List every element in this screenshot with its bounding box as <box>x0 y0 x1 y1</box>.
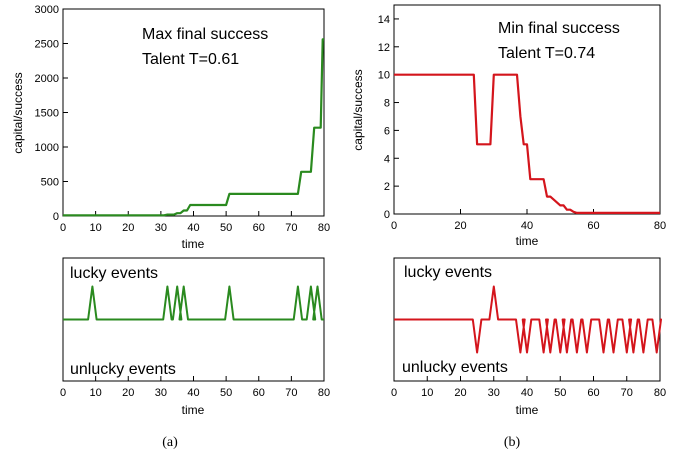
panel-b-bottom-chart: 0 10 20 30 40 50 60 70 80 lucky events unlucky e… <box>391 257 666 417</box>
y-tick-label: 12 <box>378 42 390 54</box>
series-marks <box>394 285 662 354</box>
x-tick-label: 80 <box>318 387 330 399</box>
x-tick-label: 40 <box>521 387 533 399</box>
y-tick-label: 1000 <box>35 142 59 154</box>
series-marks <box>63 285 324 321</box>
x-tick-label: 60 <box>587 220 599 232</box>
x-tick-label: 60 <box>587 387 599 399</box>
panel-b-top-chart: 0 20 40 60 80 0 2 4 6 8 10 12 14 Min final success T… <box>351 4 666 248</box>
y-axis-label: capital/success <box>11 72 25 153</box>
y-tick-label: 500 <box>41 177 59 189</box>
x-tick-label: 0 <box>60 222 66 234</box>
x-tick-label: 60 <box>253 387 265 399</box>
x-tick-label: 10 <box>90 387 102 399</box>
y-tick-label: 0 <box>384 209 390 221</box>
x-tick-label: 20 <box>454 387 466 399</box>
annotation-talent: Talent T=0.61 <box>142 51 239 68</box>
x-tick-label: 40 <box>187 387 199 399</box>
x-tick-label: 30 <box>488 387 500 399</box>
x-tick-label: 70 <box>285 222 297 234</box>
y-tick-label: 0 <box>53 211 59 223</box>
x-tick-label: 10 <box>90 222 102 234</box>
annotation-title: Max final success <box>142 26 268 43</box>
annotation-lucky: lucky events <box>404 264 492 281</box>
x-tick-label: 50 <box>220 222 232 234</box>
y-tick-label: 14 <box>378 14 390 26</box>
y-tick-label: 10 <box>378 70 390 82</box>
x-tick-label: 20 <box>122 387 134 399</box>
panel-a-top-chart: 0 10 20 30 40 50 60 70 80 0 500 1000 1500 2000 2500 300… <box>11 4 330 251</box>
x-axis-label: time <box>516 403 539 417</box>
x-tick-label: 80 <box>654 220 666 232</box>
y-axis-label: capital/success <box>351 69 365 150</box>
caption-a: (a) <box>162 435 178 450</box>
y-tick-label: 1500 <box>35 108 59 120</box>
x-tick-label: 40 <box>187 222 199 234</box>
series-line-capital <box>63 38 324 217</box>
y-tick-label: 6 <box>384 125 390 137</box>
x-tick-label: 50 <box>554 387 566 399</box>
axis-ticks: 0 10 20 30 40 50 60 70 80 <box>391 376 666 399</box>
y-tick-label: 2 <box>384 181 390 193</box>
y-tick-label: 4 <box>384 153 390 165</box>
x-tick-label: 0 <box>60 387 66 399</box>
series-marks <box>63 38 324 217</box>
x-tick-label: 60 <box>253 222 265 234</box>
y-tick-label: 2000 <box>35 73 59 85</box>
annotation-unlucky: unlucky events <box>70 361 176 378</box>
annotation-unlucky: unlucky events <box>402 359 508 376</box>
x-tick-label: 40 <box>521 220 533 232</box>
x-tick-label: 20 <box>454 220 466 232</box>
caption-b: (b) <box>504 435 521 450</box>
x-tick-label: 70 <box>621 387 633 399</box>
series-line-capital <box>394 73 660 214</box>
x-tick-label: 80 <box>318 222 330 234</box>
y-tick-label: 2500 <box>35 39 59 51</box>
annotation-lucky: lucky events <box>70 265 158 282</box>
series-marks <box>394 73 660 214</box>
x-tick-label: 50 <box>220 387 232 399</box>
axis-ticks: 0 20 40 60 80 0 2 4 6 8 10 12 14 <box>378 14 666 232</box>
event-line <box>63 285 324 321</box>
annotation-title: Min final success <box>498 20 620 37</box>
x-axis-label: time <box>182 237 205 251</box>
x-tick-label: 10 <box>421 387 433 399</box>
y-tick-label: 3000 <box>35 4 59 16</box>
y-tick-label: 8 <box>384 98 390 110</box>
panel-a-bottom-chart: 0 10 20 30 40 50 60 70 80 lucky events unlucky e… <box>60 257 330 417</box>
x-axis-label: time <box>516 234 539 248</box>
annotation-talent: Talent T=0.74 <box>498 45 595 62</box>
x-tick-label: 30 <box>155 222 167 234</box>
x-tick-label: 70 <box>285 387 297 399</box>
x-tick-label: 30 <box>155 387 167 399</box>
axis-ticks: 0 10 20 30 40 50 60 70 80 0 500 1000 1500 2000 2500 300… <box>35 4 331 234</box>
x-tick-label: 0 <box>391 387 397 399</box>
x-tick-label: 0 <box>391 220 397 232</box>
event-line <box>394 285 662 354</box>
x-tick-label: 80 <box>654 387 666 399</box>
x-tick-label: 20 <box>122 222 134 234</box>
x-axis-label: time <box>182 403 205 417</box>
axis-ticks: 0 10 20 30 40 50 60 70 80 <box>60 376 330 399</box>
